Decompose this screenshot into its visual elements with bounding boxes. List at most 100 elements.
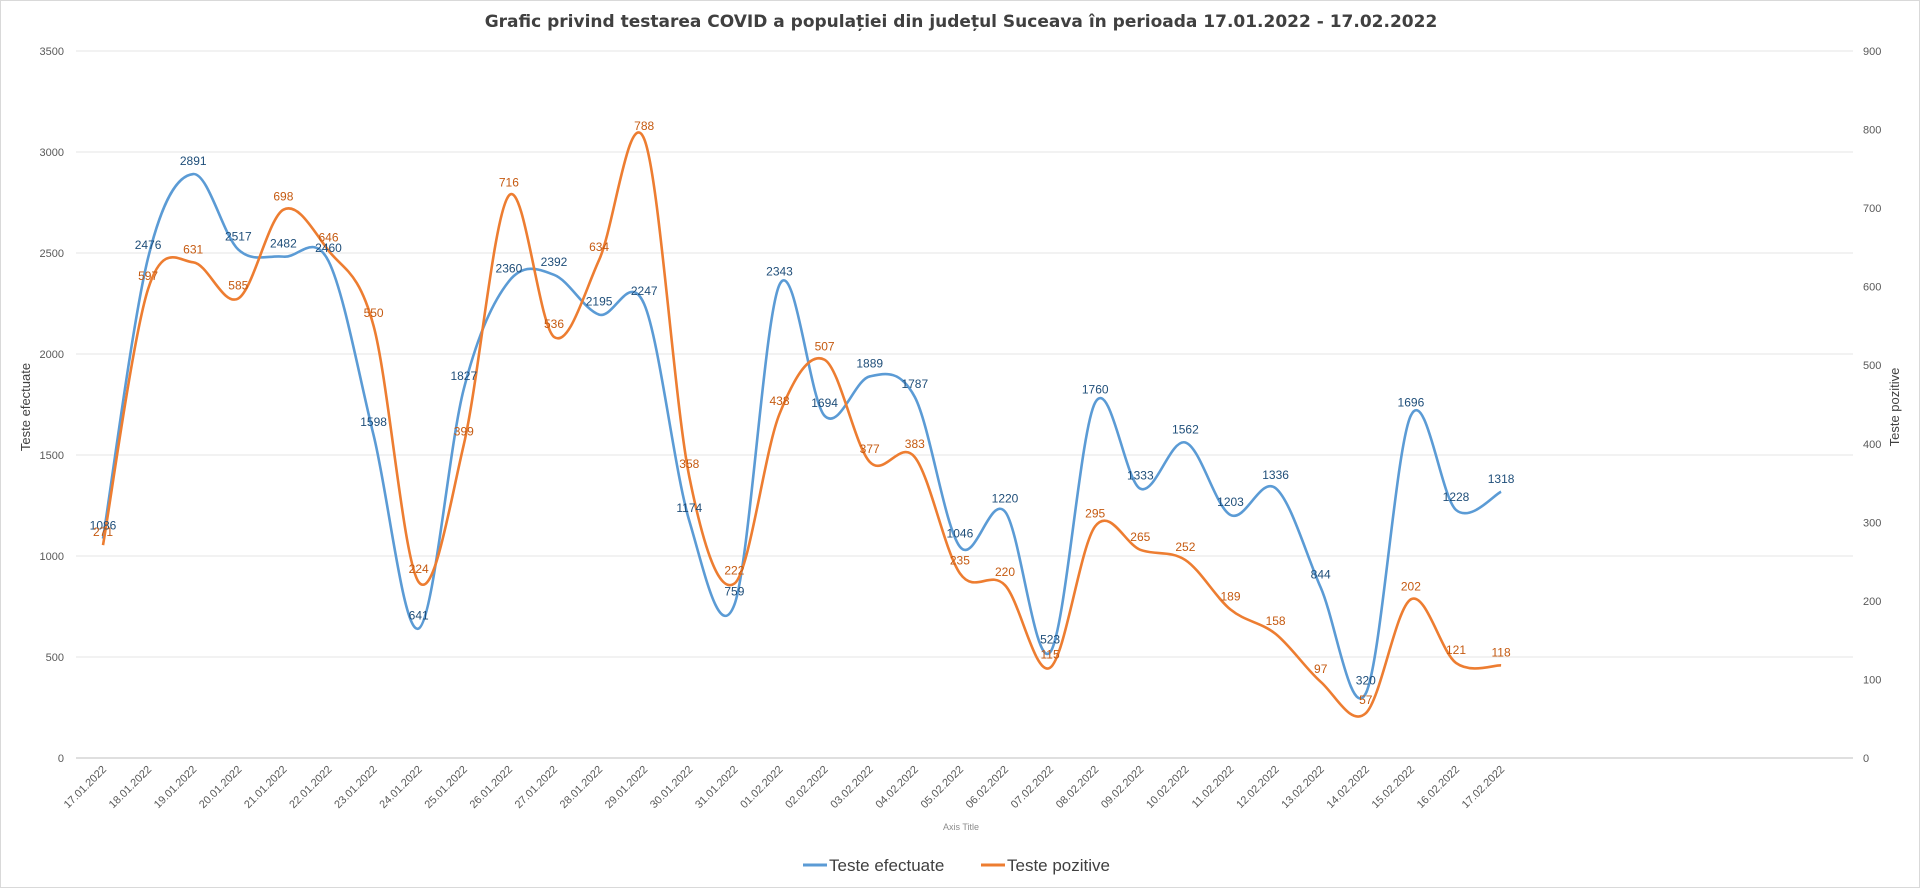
y2-tick-label: 600 <box>1863 282 1881 294</box>
y-axis-ticks: 0 500 1000 1500 2000 2500 3000 3500 <box>40 46 64 765</box>
x-tick-label: 14.02.2022 <box>1325 764 1372 811</box>
x-tick-label: 01.02.2022 <box>738 764 785 811</box>
data-label-teste-pozitive: 222 <box>724 564 744 578</box>
data-label-teste-efectuate: 1787 <box>901 377 928 391</box>
data-label-teste-pozitive: 115 <box>1041 648 1060 662</box>
data-label-teste-efectuate: 1889 <box>856 356 883 370</box>
legend-label-teste-pozitive: Teste pozitive <box>1007 856 1110 875</box>
x-tick-label: 03.02.2022 <box>828 764 875 811</box>
data-label-teste-pozitive: 698 <box>273 190 293 204</box>
x-tick-label: 12.02.2022 <box>1234 764 1281 811</box>
legend-label-teste-efectuate: Teste efectuate <box>829 856 944 875</box>
y-tick-label: 2000 <box>40 349 64 361</box>
x-tick-label: 25.01.2022 <box>423 764 470 811</box>
x-tick-label: 28.01.2022 <box>558 764 605 811</box>
y-tick-label: 1500 <box>40 450 64 462</box>
x-tick-label: 29.01.2022 <box>603 764 650 811</box>
x-tick-label: 19.01.2022 <box>152 764 199 811</box>
x-tick-label: 18.01.2022 <box>107 764 154 811</box>
data-label-teste-pozitive: 597 <box>138 269 158 283</box>
data-label-teste-pozitive: 550 <box>364 306 384 320</box>
x-tick-label: 27.01.2022 <box>513 764 560 811</box>
x-axis-ticks: 17.01.202218.01.202219.01.202220.01.2022… <box>62 764 1508 811</box>
data-label-teste-pozitive: 202 <box>1401 579 1421 593</box>
legend: Teste efectuate Teste pozitive <box>803 856 1110 875</box>
x-tick-label: 17.02.2022 <box>1460 764 1507 811</box>
data-label-teste-pozitive: 265 <box>1130 530 1150 544</box>
x-axis-title: Axis Title <box>943 822 979 832</box>
data-label-teste-pozitive: 224 <box>409 562 429 576</box>
y-tick-label: 1000 <box>40 551 64 563</box>
y2-tick-label: 300 <box>1863 517 1881 529</box>
data-label-teste-efectuate: 1696 <box>1398 395 1425 409</box>
data-label-teste-efectuate: 1086 <box>90 519 117 533</box>
data-label-teste-efectuate: 2517 <box>225 230 252 244</box>
data-label-teste-efectuate: 1203 <box>1217 495 1244 509</box>
x-tick-label: 07.02.2022 <box>1009 764 1056 811</box>
x-tick-label: 04.02.2022 <box>874 764 921 811</box>
y2-tick-label: 700 <box>1863 203 1881 215</box>
y-tick-label: 3500 <box>40 46 64 58</box>
x-tick-label: 10.02.2022 <box>1144 764 1191 811</box>
x-tick-label: 31.01.2022 <box>693 764 740 811</box>
x-tick-label: 22.01.2022 <box>287 764 334 811</box>
data-label-teste-pozitive: 220 <box>995 565 1015 579</box>
data-label-teste-efectuate: 523 <box>1040 632 1060 646</box>
data-label-teste-pozitive: 271 <box>93 525 113 539</box>
data-label-teste-efectuate: 844 <box>1311 568 1331 582</box>
data-label-teste-efectuate: 1228 <box>1443 490 1470 504</box>
data-label-teste-efectuate: 2460 <box>315 241 342 255</box>
data-label-teste-pozitive: 634 <box>589 240 609 254</box>
data-label-teste-pozitive: 716 <box>499 176 519 190</box>
data-label-teste-pozitive: 57 <box>1359 693 1373 707</box>
data-label-teste-efectuate: 1336 <box>1262 468 1289 482</box>
x-tick-label: 11.02.2022 <box>1190 764 1237 811</box>
y2-tick-label: 500 <box>1863 360 1881 372</box>
data-label-teste-efectuate: 1046 <box>947 527 974 541</box>
data-label-teste-efectuate: 2392 <box>541 255 568 269</box>
x-tick-label: 06.02.2022 <box>964 764 1011 811</box>
y2-tick-label: 900 <box>1863 46 1881 58</box>
y2-axis-ticks: 0 100 200 300 400 500 600 700 800 900 <box>1863 46 1881 765</box>
data-label-teste-efectuate: 1174 <box>676 501 702 515</box>
x-tick-label: 02.02.2022 <box>783 764 830 811</box>
data-label-teste-efectuate: 1333 <box>1127 469 1154 483</box>
data-label-teste-pozitive: 121 <box>1446 643 1466 657</box>
data-label-teste-pozitive: 97 <box>1314 662 1328 676</box>
data-label-teste-pozitive: 383 <box>905 437 925 451</box>
y-tick-label: 2500 <box>40 248 64 260</box>
x-tick-label: 26.01.2022 <box>468 764 515 811</box>
data-label-teste-efectuate: 2195 <box>586 295 613 309</box>
series-line-teste-pozitive <box>101 131 1502 718</box>
data-label-teste-pozitive: 585 <box>228 278 248 292</box>
y2-tick-label: 0 <box>1863 753 1869 765</box>
data-label-teste-efectuate: 641 <box>409 609 429 623</box>
data-label-teste-efectuate: 1827 <box>450 369 477 383</box>
gridlines <box>76 50 1853 759</box>
x-tick-label: 20.01.2022 <box>197 764 244 811</box>
data-label-teste-efectuate: 2343 <box>766 265 793 279</box>
x-tick-label: 17.01.2022 <box>62 764 109 811</box>
data-label-teste-pozitive: 631 <box>183 242 203 256</box>
data-label-teste-efectuate: 2891 <box>180 154 207 168</box>
data-label-teste-pozitive: 536 <box>544 317 564 331</box>
y2-tick-label: 100 <box>1863 674 1881 686</box>
y2-tick-label: 200 <box>1863 596 1881 608</box>
data-label-teste-pozitive: 399 <box>454 425 474 439</box>
chart-title: Grafic privind testarea COVID a populați… <box>485 12 1438 32</box>
y-tick-label: 0 <box>58 753 64 765</box>
x-tick-label: 09.02.2022 <box>1099 764 1146 811</box>
x-tick-label: 15.02.2022 <box>1370 764 1417 811</box>
data-label-teste-pozitive: 358 <box>679 457 699 471</box>
data-label-teste-pozitive: 295 <box>1085 506 1105 520</box>
data-label-teste-efectuate: 1694 <box>811 396 838 410</box>
x-tick-label: 16.02.2022 <box>1415 764 1462 811</box>
data-label-teste-efectuate: 1760 <box>1082 382 1109 396</box>
y-tick-label: 3000 <box>40 147 64 159</box>
data-label-teste-efectuate: 2360 <box>496 261 523 275</box>
data-label-teste-pozitive: 646 <box>318 231 338 245</box>
data-label-teste-efectuate: 2476 <box>135 238 162 252</box>
x-tick-label: 21.01.2022 <box>242 764 289 811</box>
data-label-teste-efectuate: 1598 <box>360 415 387 429</box>
x-tick-label: 05.02.2022 <box>919 764 966 811</box>
